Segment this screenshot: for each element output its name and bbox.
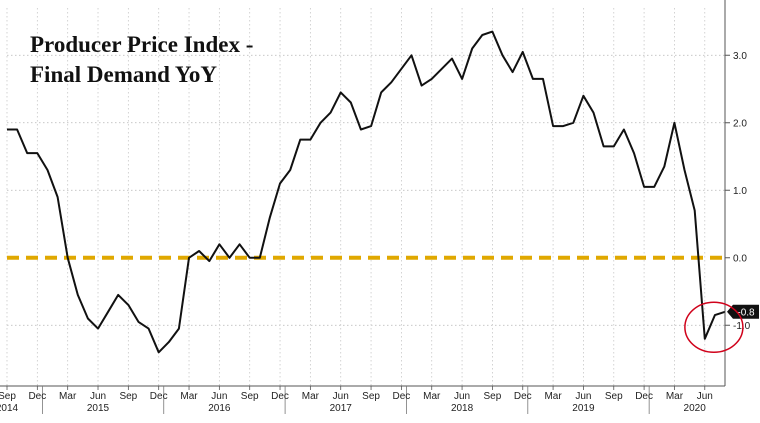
- y-tick-label: 3.0: [733, 51, 747, 62]
- x-month-label: Mar: [666, 391, 684, 402]
- x-month-label: Sep: [605, 391, 623, 402]
- title-line-1: Producer Price Index -: [30, 32, 253, 57]
- chart-title: Producer Price Index - Final Demand YoY: [30, 32, 253, 87]
- x-month-label: Dec: [150, 391, 168, 402]
- x-month-label: Jun: [211, 391, 227, 402]
- x-month-label: Dec: [635, 391, 653, 402]
- x-month-label: Dec: [28, 391, 46, 402]
- x-month-label: Jun: [454, 391, 470, 402]
- x-month-label: Mar: [544, 391, 562, 402]
- x-month-label: Jun: [90, 391, 106, 402]
- x-year-label: 2020: [684, 403, 707, 414]
- x-year-label: 2017: [330, 403, 353, 414]
- x-year-label: 2016: [208, 403, 231, 414]
- x-year-label: 2019: [572, 403, 595, 414]
- x-month-label: Mar: [423, 391, 441, 402]
- title-line-2: Final Demand YoY: [30, 62, 217, 87]
- last-value-label: -0.8: [737, 307, 755, 318]
- x-month-label: Sep: [484, 391, 502, 402]
- x-month-label: Sep: [119, 391, 137, 402]
- x-month-label: Sep: [362, 391, 380, 402]
- x-month-label: Jun: [697, 391, 713, 402]
- axis-layer: 3.0 2.0 1.0 0.0 -1.0 Sep Dec Mar Jun Sep Dec Mar Jun…: [0, 0, 751, 414]
- x-month-label: Mar: [302, 391, 320, 402]
- x-year-label: 2018: [451, 403, 474, 414]
- highlight-circle: [684, 301, 744, 353]
- x-month-label: Dec: [271, 391, 289, 402]
- x-year-label: 2015: [87, 403, 110, 414]
- x-month-label: Sep: [0, 391, 16, 402]
- x-month-label: Jun: [333, 391, 349, 402]
- grid-layer: [6, 8, 725, 386]
- annotation-layer: -0.8: [684, 301, 759, 353]
- series-layer: [7, 30, 726, 354]
- x-month-label: Mar: [59, 391, 77, 402]
- y-tick-label: 0.0: [733, 253, 747, 264]
- x-year-label: 2014: [0, 403, 19, 414]
- x-month-label: Dec: [514, 391, 532, 402]
- y-tick-label: 2.0: [733, 118, 747, 129]
- x-month-label: Sep: [241, 391, 259, 402]
- x-month-label: Mar: [180, 391, 198, 402]
- x-month-label: Dec: [392, 391, 410, 402]
- x-month-label: Jun: [575, 391, 591, 402]
- y-tick-label: -1.0: [733, 321, 751, 332]
- series-line: [7, 30, 726, 354]
- y-tick-label: 1.0: [733, 186, 747, 197]
- last-value-tag: [727, 304, 759, 319]
